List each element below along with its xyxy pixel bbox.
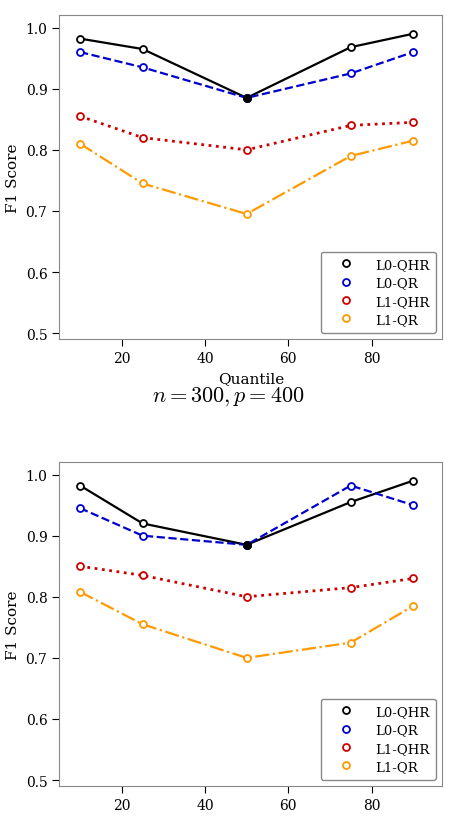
Y-axis label: F1 Score: F1 Score bbox=[6, 143, 20, 213]
L1-QR bbox=[347, 152, 353, 161]
L1-QR bbox=[77, 587, 83, 597]
L1-QHR bbox=[243, 146, 249, 156]
L0-QHR bbox=[410, 476, 415, 486]
L1-QR bbox=[347, 638, 353, 648]
L1-QHR bbox=[347, 583, 353, 593]
L1-QHR bbox=[77, 562, 83, 572]
L1-QR bbox=[410, 601, 415, 611]
Y-axis label: F1 Score: F1 Score bbox=[6, 590, 20, 659]
L1-QHR bbox=[410, 118, 415, 128]
Legend: L0-QHR, L0-QR, L1-QHR, L1-QR: L0-QHR, L0-QR, L1-QHR, L1-QR bbox=[320, 252, 435, 333]
Line: L1-QHR: L1-QHR bbox=[76, 114, 416, 154]
L0-QHR bbox=[243, 94, 249, 104]
X-axis label: Quantile: Quantile bbox=[217, 371, 283, 385]
Line: L0-QR: L0-QR bbox=[76, 49, 416, 102]
Text: $n = 300, p = 400$: $n = 300, p = 400$ bbox=[152, 385, 303, 408]
L0-QR bbox=[140, 531, 145, 541]
Line: L0-QR: L0-QR bbox=[76, 482, 416, 549]
L0-QHR bbox=[347, 497, 353, 507]
L0-QHR bbox=[243, 541, 249, 550]
L0-QHR bbox=[347, 43, 353, 53]
L1-QR bbox=[243, 210, 249, 219]
L0-QHR bbox=[410, 29, 415, 39]
L0-QR bbox=[77, 48, 83, 58]
L1-QHR bbox=[243, 592, 249, 602]
L1-QHR bbox=[140, 133, 145, 143]
Line: L1-QR: L1-QR bbox=[76, 138, 416, 218]
L1-QR bbox=[140, 620, 145, 630]
X-axis label: Quantile: Quantile bbox=[217, 817, 283, 819]
L0-QR bbox=[410, 500, 415, 510]
Legend: L0-QHR, L0-QR, L1-QHR, L1-QR: L0-QHR, L0-QR, L1-QHR, L1-QR bbox=[320, 699, 435, 780]
L1-QHR bbox=[140, 571, 145, 581]
L0-QR bbox=[77, 504, 83, 514]
Line: L0-QHR: L0-QHR bbox=[76, 31, 416, 102]
Line: L1-QHR: L1-QHR bbox=[76, 563, 416, 600]
L1-QHR bbox=[77, 112, 83, 122]
L0-QHR bbox=[77, 481, 83, 491]
L0-QR bbox=[243, 541, 249, 550]
L0-QHR bbox=[140, 519, 145, 529]
L0-QHR bbox=[77, 34, 83, 44]
L1-QR bbox=[410, 137, 415, 147]
L0-QR bbox=[243, 94, 249, 104]
L1-QR bbox=[77, 139, 83, 149]
L0-QHR bbox=[140, 45, 145, 55]
L1-QHR bbox=[410, 574, 415, 584]
L0-QR bbox=[347, 70, 353, 79]
L0-QR bbox=[347, 481, 353, 491]
L1-QR bbox=[243, 654, 249, 663]
Line: L1-QR: L1-QR bbox=[76, 589, 416, 662]
L0-QR bbox=[140, 63, 145, 73]
L1-QR bbox=[140, 179, 145, 189]
Line: L0-QHR: L0-QHR bbox=[76, 477, 416, 549]
L1-QHR bbox=[347, 121, 353, 131]
L0-QR bbox=[410, 48, 415, 58]
